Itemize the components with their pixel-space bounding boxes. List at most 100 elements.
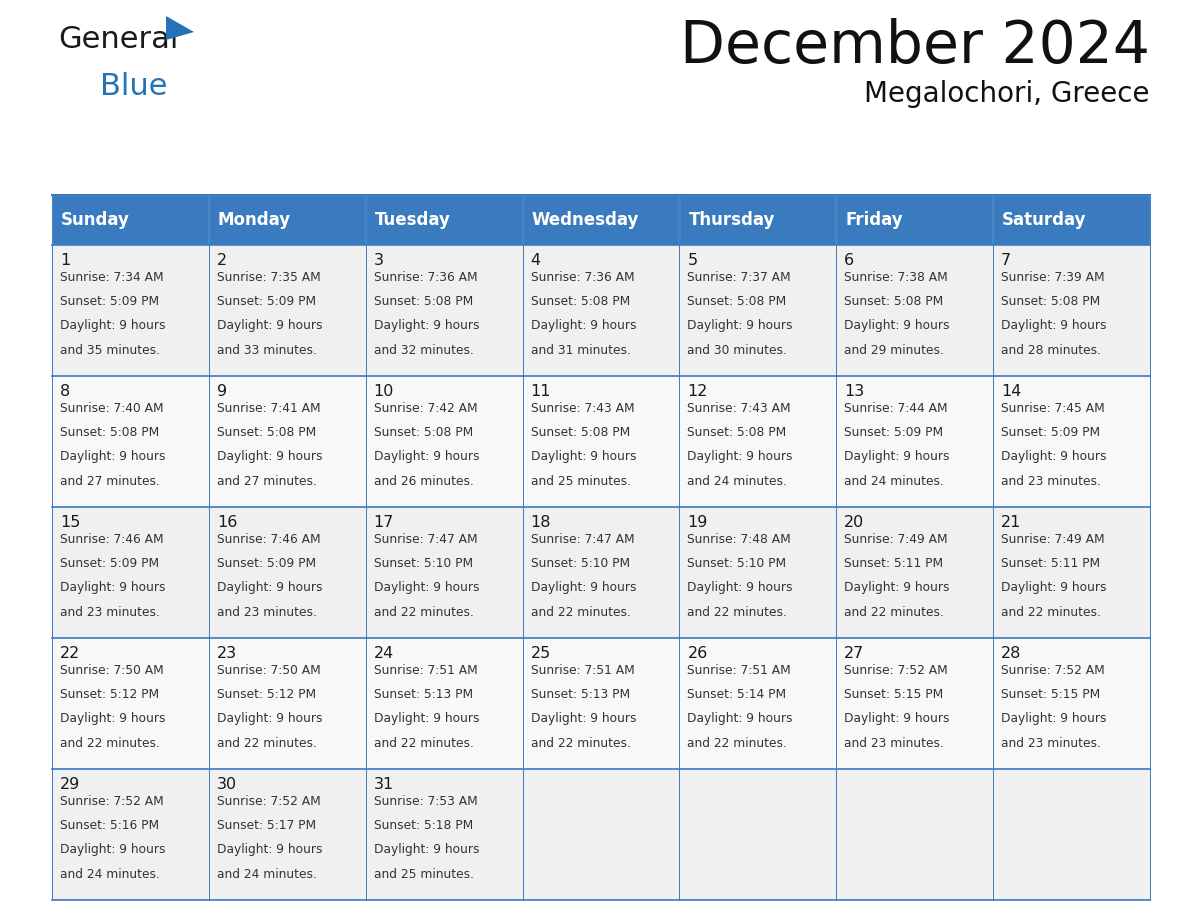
Text: Daylight: 9 hours: Daylight: 9 hours (1001, 319, 1107, 332)
Bar (836, 638, 993, 769)
Bar (993, 638, 1150, 769)
Text: and 27 minutes.: and 27 minutes. (61, 475, 160, 487)
Text: Daylight: 9 hours: Daylight: 9 hours (845, 451, 949, 464)
Text: Sunset: 5:13 PM: Sunset: 5:13 PM (374, 688, 473, 701)
Text: Sunrise: 7:53 AM: Sunrise: 7:53 AM (374, 795, 478, 808)
Text: 30: 30 (217, 777, 236, 792)
Text: December 2024: December 2024 (680, 18, 1150, 75)
Bar (52, 507, 209, 638)
Text: and 27 minutes.: and 27 minutes. (217, 475, 317, 487)
Text: 25: 25 (531, 646, 551, 661)
Text: and 24 minutes.: and 24 minutes. (845, 475, 944, 487)
Text: Sunset: 5:09 PM: Sunset: 5:09 PM (845, 426, 943, 439)
Text: 27: 27 (845, 646, 865, 661)
Bar (52, 195, 209, 245)
Text: Daylight: 9 hours: Daylight: 9 hours (217, 581, 322, 595)
Text: and 22 minutes.: and 22 minutes. (374, 606, 474, 619)
Text: and 22 minutes.: and 22 minutes. (688, 737, 788, 750)
Text: and 22 minutes.: and 22 minutes. (531, 737, 631, 750)
Bar (366, 376, 523, 507)
Text: 5: 5 (688, 253, 697, 268)
Text: and 23 minutes.: and 23 minutes. (217, 606, 317, 619)
Text: and 24 minutes.: and 24 minutes. (61, 868, 160, 880)
Bar (523, 638, 680, 769)
Text: and 32 minutes.: and 32 minutes. (374, 343, 474, 357)
Text: Sunset: 5:09 PM: Sunset: 5:09 PM (61, 296, 159, 308)
Text: and 24 minutes.: and 24 minutes. (217, 868, 317, 880)
Text: Daylight: 9 hours: Daylight: 9 hours (217, 712, 322, 725)
Text: Sunset: 5:11 PM: Sunset: 5:11 PM (845, 557, 943, 570)
Text: Sunset: 5:08 PM: Sunset: 5:08 PM (374, 296, 473, 308)
Text: Sunrise: 7:46 AM: Sunrise: 7:46 AM (217, 533, 321, 546)
Text: and 22 minutes.: and 22 minutes. (217, 737, 317, 750)
Text: Sunrise: 7:40 AM: Sunrise: 7:40 AM (61, 402, 164, 415)
Text: Sunrise: 7:42 AM: Sunrise: 7:42 AM (374, 402, 478, 415)
Text: Sunrise: 7:48 AM: Sunrise: 7:48 AM (688, 533, 791, 546)
Text: and 33 minutes.: and 33 minutes. (217, 343, 317, 357)
Text: and 22 minutes.: and 22 minutes. (61, 737, 160, 750)
Text: General: General (58, 25, 178, 54)
Bar (836, 769, 993, 900)
Bar (209, 376, 366, 507)
Text: Daylight: 9 hours: Daylight: 9 hours (531, 712, 636, 725)
Bar (366, 638, 523, 769)
Bar (52, 245, 209, 376)
Text: Daylight: 9 hours: Daylight: 9 hours (374, 844, 479, 856)
Text: Sunrise: 7:52 AM: Sunrise: 7:52 AM (1001, 664, 1105, 677)
Text: Daylight: 9 hours: Daylight: 9 hours (531, 319, 636, 332)
Text: Sunset: 5:08 PM: Sunset: 5:08 PM (531, 426, 630, 439)
Bar (680, 769, 836, 900)
Text: Tuesday: Tuesday (374, 211, 450, 229)
Text: and 29 minutes.: and 29 minutes. (845, 343, 944, 357)
Text: Sunset: 5:15 PM: Sunset: 5:15 PM (845, 688, 943, 701)
Text: Daylight: 9 hours: Daylight: 9 hours (1001, 451, 1107, 464)
Bar (366, 195, 523, 245)
Text: Daylight: 9 hours: Daylight: 9 hours (217, 319, 322, 332)
Text: Sunset: 5:08 PM: Sunset: 5:08 PM (531, 296, 630, 308)
Text: Sunrise: 7:35 AM: Sunrise: 7:35 AM (217, 271, 321, 284)
Text: Friday: Friday (846, 211, 903, 229)
Text: Daylight: 9 hours: Daylight: 9 hours (688, 451, 792, 464)
Text: and 23 minutes.: and 23 minutes. (1001, 475, 1101, 487)
Text: 19: 19 (688, 515, 708, 530)
Text: Sunrise: 7:51 AM: Sunrise: 7:51 AM (688, 664, 791, 677)
Text: Daylight: 9 hours: Daylight: 9 hours (845, 581, 949, 595)
Text: Daylight: 9 hours: Daylight: 9 hours (374, 319, 479, 332)
Text: 11: 11 (531, 384, 551, 399)
Text: 26: 26 (688, 646, 708, 661)
Text: Daylight: 9 hours: Daylight: 9 hours (61, 844, 165, 856)
Text: Sunset: 5:08 PM: Sunset: 5:08 PM (374, 426, 473, 439)
Text: and 22 minutes.: and 22 minutes. (374, 737, 474, 750)
Bar (680, 376, 836, 507)
Bar (680, 507, 836, 638)
Bar (993, 195, 1150, 245)
Bar (366, 769, 523, 900)
Text: Sunset: 5:18 PM: Sunset: 5:18 PM (374, 819, 473, 833)
Text: 24: 24 (374, 646, 394, 661)
Text: 10: 10 (374, 384, 394, 399)
Bar (680, 245, 836, 376)
Text: Sunset: 5:13 PM: Sunset: 5:13 PM (531, 688, 630, 701)
Text: Sunrise: 7:51 AM: Sunrise: 7:51 AM (531, 664, 634, 677)
Text: Sunrise: 7:50 AM: Sunrise: 7:50 AM (217, 664, 321, 677)
Text: 8: 8 (61, 384, 70, 399)
Text: Sunset: 5:17 PM: Sunset: 5:17 PM (217, 819, 316, 833)
Text: Sunrise: 7:38 AM: Sunrise: 7:38 AM (845, 271, 948, 284)
Bar (523, 507, 680, 638)
Text: and 23 minutes.: and 23 minutes. (1001, 737, 1101, 750)
Text: 13: 13 (845, 384, 865, 399)
Text: and 23 minutes.: and 23 minutes. (845, 737, 944, 750)
Text: Daylight: 9 hours: Daylight: 9 hours (688, 319, 792, 332)
Text: Daylight: 9 hours: Daylight: 9 hours (1001, 712, 1107, 725)
Text: 28: 28 (1001, 646, 1022, 661)
Text: Daylight: 9 hours: Daylight: 9 hours (845, 319, 949, 332)
Bar (993, 507, 1150, 638)
Text: Daylight: 9 hours: Daylight: 9 hours (61, 581, 165, 595)
Text: Sunset: 5:10 PM: Sunset: 5:10 PM (688, 557, 786, 570)
Text: Daylight: 9 hours: Daylight: 9 hours (531, 451, 636, 464)
Text: 29: 29 (61, 777, 81, 792)
Text: and 31 minutes.: and 31 minutes. (531, 343, 631, 357)
Text: Sunset: 5:08 PM: Sunset: 5:08 PM (1001, 296, 1100, 308)
Text: 23: 23 (217, 646, 236, 661)
Text: 22: 22 (61, 646, 81, 661)
